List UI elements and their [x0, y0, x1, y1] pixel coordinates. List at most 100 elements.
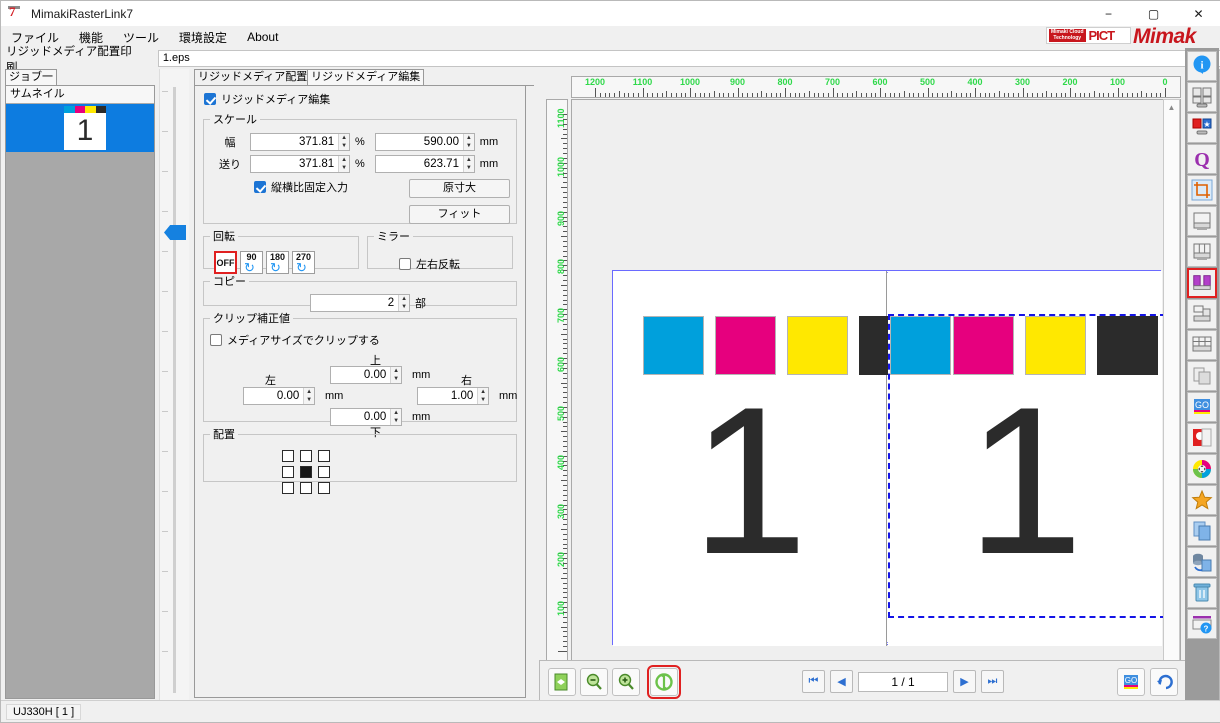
- rotate-off-button[interactable]: OFF: [214, 251, 237, 274]
- ruler-v-label: 300: [556, 503, 566, 519]
- delete-icon-button[interactable]: [1187, 578, 1217, 608]
- go-print-button[interactable]: GO: [1117, 668, 1145, 696]
- mirror-checkbox[interactable]: [399, 258, 411, 270]
- svg-text:GO: GO: [1125, 676, 1137, 685]
- favorite-settings-icon-button[interactable]: ★: [1187, 113, 1217, 143]
- clip-by-media-size-checkbox[interactable]: [210, 334, 222, 346]
- color-replace-icon-button[interactable]: [1187, 423, 1217, 453]
- job-list-zoom-slider[interactable]: [159, 69, 189, 701]
- placement-cell-top-center[interactable]: [300, 450, 312, 462]
- clip-bottom-value[interactable]: 0.00: [331, 409, 391, 425]
- clip-right-spinner[interactable]: 1.00 ▲ ▼: [417, 387, 489, 405]
- placement-cell-center[interactable]: [300, 466, 312, 478]
- rotate-90-button[interactable]: 90 ↻: [240, 251, 263, 274]
- clip-by-media-size-row[interactable]: メディアサイズでクリップする: [210, 330, 510, 348]
- next-page-button[interactable]: ▶: [953, 670, 976, 693]
- fit-page-button[interactable]: [548, 668, 576, 696]
- width-mm-value[interactable]: 590.00: [375, 134, 463, 150]
- preview-canvas[interactable]: 1 1: [571, 99, 1181, 677]
- prev-page-button[interactable]: ◀: [830, 670, 853, 693]
- clip-left-spinner[interactable]: 0.00 ▲ ▼: [243, 387, 315, 405]
- rigid-media-edit-checkbox-row[interactable]: リジッドメディア編集: [195, 86, 525, 107]
- copy-job-icon-button[interactable]: [1187, 516, 1217, 546]
- crop-icon-button[interactable]: [1187, 175, 1217, 205]
- feed-percent-spinner[interactable]: 371.81 ▲ ▼: [250, 155, 350, 173]
- zoom-out-button[interactable]: [580, 668, 608, 696]
- tab-rigid-media-edit[interactable]: リジッドメディア編集: [307, 69, 425, 86]
- placement-cell-bottom-right[interactable]: [318, 482, 330, 494]
- tiling-icon-button[interactable]: [1187, 237, 1217, 267]
- minimize-button[interactable]: −: [1104, 6, 1112, 21]
- color-adjust-icon-button[interactable]: [1187, 454, 1217, 484]
- mirror-checkbox-row[interactable]: 左右反転: [374, 248, 506, 272]
- lock-aspect-checkbox[interactable]: [254, 181, 266, 193]
- clip-top-spinner[interactable]: 0.00 ▲ ▼: [330, 366, 402, 384]
- slider-thumb[interactable]: [164, 225, 186, 240]
- rotate-180-button[interactable]: 180 ↻: [266, 251, 289, 274]
- media-help-icon-button[interactable]: ?: [1187, 609, 1217, 639]
- refresh-preview-button[interactable]: [647, 665, 681, 699]
- lock-aspect-row[interactable]: 縦横比固定入力: [210, 173, 510, 195]
- width-mm-spinner[interactable]: 590.00 ▲ ▼: [374, 133, 475, 151]
- duplicate-icon-button[interactable]: [1187, 361, 1217, 391]
- page-right[interactable]: 1: [888, 271, 1166, 646]
- placement-cell-top-right[interactable]: [318, 450, 330, 462]
- single-print-icon-button[interactable]: [1187, 206, 1217, 236]
- scroll-up-arrow-icon[interactable]: ▲: [1167, 103, 1176, 112]
- menu-about[interactable]: About: [247, 30, 279, 44]
- maximize-button[interactable]: ▢: [1147, 6, 1160, 21]
- quality-icon-button[interactable]: Q: [1187, 144, 1217, 174]
- ruler-v-label: 100: [556, 601, 566, 617]
- feed-percent-value[interactable]: 371.81: [251, 156, 339, 172]
- copy-count-value[interactable]: 2: [311, 295, 399, 311]
- width-percent-value[interactable]: 371.81: [251, 134, 339, 150]
- zoom-in-button[interactable]: [612, 668, 640, 696]
- feed-mm-spinner[interactable]: 623.71 ▲ ▼: [374, 155, 475, 173]
- placement-cell-bottom-left[interactable]: [282, 482, 294, 494]
- clip-left-value[interactable]: 0.00: [244, 388, 304, 404]
- placement-cell-middle-left[interactable]: [282, 466, 294, 478]
- first-page-button[interactable]: ⏮: [802, 670, 825, 693]
- preview-vertical-scrollbar[interactable]: ▲ ▼: [1163, 99, 1180, 677]
- menu-function[interactable]: 機能: [79, 30, 104, 45]
- last-page-button[interactable]: ⏭: [981, 670, 1004, 693]
- tiling-icon: [1193, 243, 1211, 260]
- info-icon-button[interactable]: i: [1187, 51, 1217, 81]
- placement-grid[interactable]: [282, 450, 510, 494]
- backup-icon-button[interactable]: [1187, 547, 1217, 577]
- clip-right-value[interactable]: 1.00: [418, 388, 478, 404]
- rigid-media-edit-checkbox[interactable]: [204, 93, 216, 105]
- menu-preferences[interactable]: 環境設定: [179, 30, 228, 45]
- clip-top-unit: mm: [412, 369, 431, 381]
- rotate-270-button[interactable]: 270 ↻: [292, 251, 315, 274]
- lock-aspect-label: 縦横比固定入力: [271, 182, 348, 194]
- clip-top-value[interactable]: 0.00: [331, 367, 391, 383]
- clip-bottom-spinner[interactable]: 0.00 ▲ ▼: [330, 408, 402, 426]
- undo-button[interactable]: [1150, 668, 1178, 696]
- copy-count-spinner[interactable]: 2 ▲ ▼: [310, 294, 410, 312]
- actual-size-button[interactable]: 原寸大: [409, 179, 510, 198]
- rigid-media-layout-icon-button[interactable]: [1187, 268, 1217, 298]
- close-button[interactable]: ✕: [1193, 6, 1204, 21]
- job-list-row[interactable]: 1: [6, 104, 154, 152]
- nesting-icon-button[interactable]: [1187, 330, 1217, 360]
- menu-tool[interactable]: ツール: [123, 30, 160, 45]
- feed-mm-value[interactable]: 623.71: [375, 156, 463, 172]
- tab-job-list[interactable]: ジョブ一覧: [5, 69, 57, 98]
- placement-cell-middle-right[interactable]: [318, 466, 330, 478]
- width-percent-spinner[interactable]: 371.81 ▲ ▼: [250, 133, 350, 151]
- go-execute-icon-button[interactable]: GO: [1187, 392, 1217, 422]
- general-print-icon-button[interactable]: [1187, 82, 1217, 112]
- page-indicator[interactable]: 1 / 1: [858, 671, 948, 692]
- page-left[interactable]: 1: [613, 271, 920, 646]
- feed-percent-unit: %: [355, 158, 365, 170]
- favorite-star-icon-button[interactable]: [1187, 485, 1217, 515]
- mirror-group: ミラー 左右反転: [367, 228, 513, 272]
- placement-cell-bottom-center[interactable]: [300, 482, 312, 494]
- placement-cell-top-left[interactable]: [282, 450, 294, 462]
- ruler-v-label: 400: [556, 454, 566, 470]
- printer-status-label: UJ330H [ 1 ]: [6, 703, 82, 720]
- step-repeat-icon-button[interactable]: [1187, 299, 1217, 329]
- fit-button[interactable]: フィット: [409, 205, 510, 224]
- menu-file[interactable]: ファイル: [11, 30, 60, 45]
